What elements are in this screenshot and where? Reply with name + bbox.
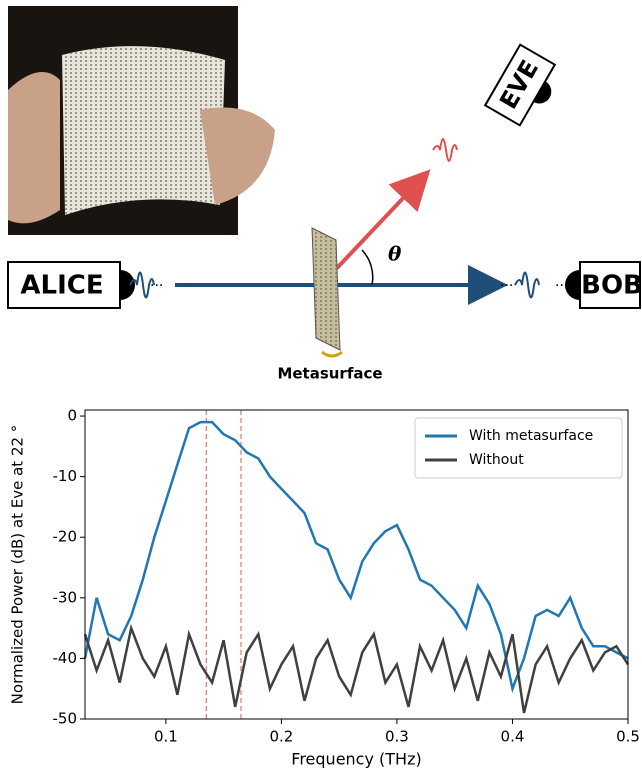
- bob-label: BOB: [581, 271, 642, 301]
- y-tick-label: -40: [53, 649, 78, 667]
- y-tick-label: -20: [53, 528, 78, 546]
- x-axis-label: Frequency (THz): [291, 750, 421, 769]
- setup: ALICE BOB EVE ··· ··· ··· θ Metasurface: [7, 43, 642, 383]
- legend-label: With metasurface: [469, 428, 593, 444]
- photo: [8, 6, 275, 235]
- svg-text:···: ···: [500, 278, 513, 294]
- alice-label: ALICE: [20, 271, 103, 301]
- x-tick-label: 0.2: [269, 728, 293, 746]
- plot: 0.1 0.2 0.3 0.4 0.5 0 -10 -20 -30 -40 -50 Frequency…: [9, 407, 640, 769]
- svg-text:···: ···: [555, 278, 568, 294]
- y-axis-label: Normalized Power (dB) at Eve at 22 °: [9, 425, 27, 705]
- x-tick-label: 0.1: [154, 728, 178, 746]
- y-tick-label: -30: [53, 588, 78, 606]
- x-tick-label: 0.4: [501, 728, 525, 746]
- legend-label: Without: [469, 452, 524, 468]
- series-line: [83, 623, 630, 714]
- y-tick-label: -50: [53, 710, 78, 728]
- y-tick-label: 0: [67, 407, 77, 425]
- svg-text:···: ···: [150, 278, 163, 294]
- metasurface-label: Metasurface: [277, 365, 382, 383]
- x-tick-label: 0.5: [616, 728, 640, 746]
- plot-frame: [84, 409, 629, 720]
- angle-label: θ: [388, 242, 402, 266]
- legend-box: [414, 417, 623, 479]
- x-tick-label: 0.3: [385, 728, 409, 746]
- y-tick-label: -10: [53, 467, 78, 485]
- series-line: [83, 420, 629, 694]
